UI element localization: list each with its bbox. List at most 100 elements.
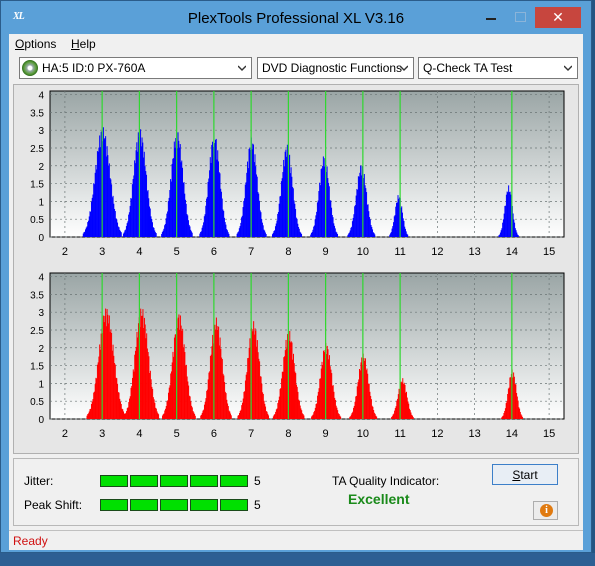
info-button[interactable]: i — [533, 501, 558, 520]
y-tick-label: 1 — [38, 197, 44, 208]
y-tick-label: 0 — [38, 415, 44, 426]
data-bar — [189, 226, 191, 237]
data-bar — [411, 414, 413, 419]
data-bar — [283, 357, 285, 419]
data-bar — [295, 373, 297, 419]
menu-help[interactable]: Help — [71, 37, 96, 51]
data-bar — [514, 384, 516, 419]
data-bar — [86, 415, 88, 419]
data-bar — [314, 410, 316, 419]
data-bar — [200, 414, 202, 419]
data-bar — [230, 415, 232, 419]
data-bar — [508, 185, 510, 237]
data-bar — [517, 234, 519, 237]
data-bar — [296, 218, 298, 237]
data-bar — [116, 378, 118, 419]
data-bar — [366, 368, 368, 419]
data-bar — [510, 194, 512, 237]
data-bar — [401, 206, 403, 237]
data-bar — [403, 384, 405, 419]
data-bar — [192, 411, 194, 419]
y-tick-label: 2 — [38, 344, 44, 355]
data-bar — [395, 406, 397, 419]
data-bar — [140, 308, 142, 419]
data-bar — [226, 399, 228, 419]
data-bar — [202, 410, 204, 419]
data-bar — [350, 414, 352, 419]
data-bar — [193, 412, 195, 419]
data-bar — [515, 384, 517, 419]
data-bar — [371, 405, 373, 419]
data-bar — [186, 214, 188, 237]
function-select[interactable]: DVD Diagnostic Functions — [257, 57, 414, 79]
data-bar — [514, 222, 516, 237]
data-bar — [509, 377, 511, 419]
data-bar — [130, 197, 132, 237]
data-bar — [122, 233, 124, 237]
data-bar — [137, 323, 139, 419]
data-bar — [152, 388, 154, 419]
data-bar — [215, 139, 217, 237]
data-bar — [280, 388, 282, 419]
data-bar — [283, 159, 285, 237]
ta-quality-value: Excellent — [348, 491, 410, 507]
data-bar — [504, 408, 506, 419]
data-bar — [207, 379, 209, 419]
data-bar — [320, 169, 322, 237]
data-bar — [358, 176, 360, 237]
data-bar — [166, 401, 168, 419]
test-select[interactable]: Q-Check TA Test — [418, 57, 578, 79]
title-bar[interactable]: XL PlexTools Professional XL V3.16 ✕ — [1, 1, 591, 34]
minimize-button[interactable] — [477, 7, 504, 28]
data-bar — [155, 407, 157, 419]
data-bar — [289, 173, 291, 237]
data-bar — [512, 377, 514, 419]
data-bar — [114, 211, 116, 237]
data-bar — [326, 166, 328, 237]
data-bar — [221, 357, 223, 419]
data-bar — [87, 222, 89, 237]
data-bar — [279, 196, 281, 237]
data-bar — [173, 337, 175, 419]
maximize-button[interactable] — [506, 7, 533, 28]
close-button[interactable]: ✕ — [535, 7, 581, 28]
data-bar — [173, 141, 175, 237]
data-bar — [374, 234, 376, 237]
data-bar — [331, 373, 333, 419]
x-tick-label: 8 — [285, 428, 291, 440]
data-bar — [347, 234, 349, 237]
data-bar — [103, 322, 105, 419]
data-bar — [312, 414, 314, 419]
data-bar — [167, 400, 169, 419]
data-bar — [290, 167, 292, 237]
data-bar — [517, 400, 519, 419]
data-bar — [265, 411, 267, 419]
data-bar — [152, 397, 154, 419]
data-bar — [111, 197, 113, 237]
data-bar — [89, 211, 91, 237]
data-bar — [301, 410, 303, 419]
start-button[interactable]: Start — [492, 464, 558, 485]
bottom-chart: 0 0.5 1 1.5 2 2.5 3 3.5 4 2 3 4 5 6 7 8 9 10 11 12 13 14 15 — [30, 272, 565, 440]
data-bar — [111, 350, 113, 419]
data-bar — [168, 387, 170, 419]
data-bar — [85, 229, 87, 237]
data-bar — [499, 232, 501, 237]
data-bar — [156, 411, 158, 419]
data-bar — [318, 191, 320, 237]
data-bar — [222, 209, 224, 237]
data-bar — [108, 163, 110, 237]
drive-select[interactable]: HA:5 ID:0 PX-760A — [19, 57, 252, 79]
data-bar — [370, 395, 372, 419]
data-bar — [247, 357, 249, 419]
data-bar — [153, 227, 155, 237]
data-bar — [258, 193, 260, 237]
menu-options[interactable]: Options — [15, 37, 57, 51]
data-bar — [117, 383, 119, 419]
data-bar — [165, 406, 167, 419]
x-tick-label: 13 — [468, 246, 480, 258]
data-bar — [330, 200, 332, 237]
data-bar — [185, 203, 187, 237]
data-bar — [98, 356, 100, 419]
data-bar — [365, 370, 367, 419]
